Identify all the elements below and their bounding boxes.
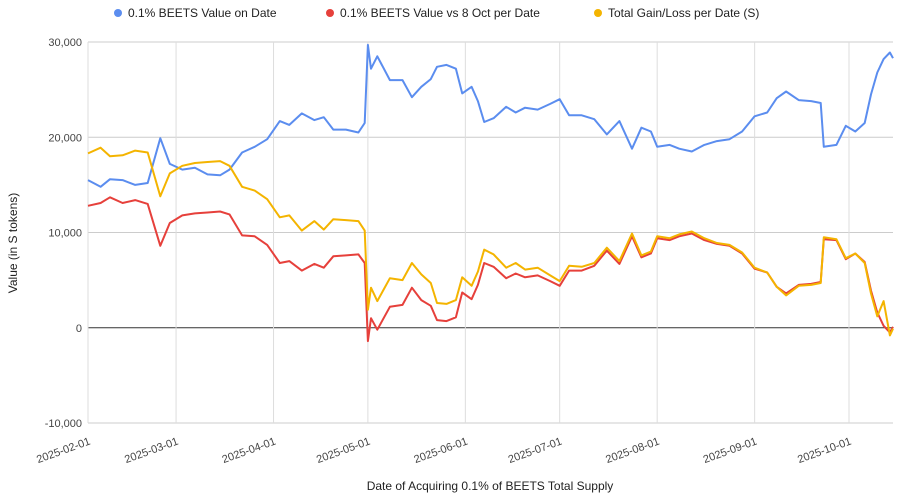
legend-swatch-2: [326, 9, 334, 17]
y-tick-label: 10,000: [48, 228, 82, 240]
x-tick-label: 2025-07-01: [507, 436, 564, 467]
x-tick-label: 2025-06-01: [412, 436, 469, 467]
legend-label-1: 0.1% BEETS Value on Date: [128, 6, 277, 20]
x-tick-label: 2025-04-01: [221, 436, 278, 467]
x-tick-label: 2025-02-01: [35, 436, 92, 467]
x-tick-label: 2025-08-01: [604, 436, 661, 467]
x-axis-ticks: 2025-02-01 2025-03-01 2025-04-01 2025-05-01…: [35, 436, 853, 467]
y-tick-label: 30,000: [48, 37, 82, 49]
y-tick-label: 20,000: [48, 132, 82, 144]
y-axis-title: Value (in S tokens): [6, 193, 20, 294]
legend: 0.1% BEETS Value on Date 0.1% BEETS Value…: [114, 6, 759, 20]
y-tick-label: -10,000: [45, 418, 82, 430]
series-lines: [87, 43, 894, 343]
legend-swatch-3: [594, 9, 602, 17]
legend-swatch-1: [114, 9, 122, 17]
x-tick-label: 2025-10-01: [796, 436, 853, 467]
series-line-3: [87, 146, 894, 337]
legend-label-3: Total Gain/Loss per Date (S): [608, 6, 759, 20]
x-axis-title: Date of Acquiring 0.1% of BEETS Total Su…: [367, 479, 614, 493]
legend-label-2: 0.1% BEETS Value vs 8 Oct per Date: [340, 6, 540, 20]
series-line-2: [87, 196, 894, 343]
x-tick-label: 2025-05-01: [315, 436, 372, 467]
x-tick-label: 2025-09-01: [702, 436, 759, 467]
gridlines: [87, 41, 893, 424]
y-tick-label: 0: [76, 323, 82, 335]
series-line-1: [87, 43, 894, 188]
y-axis-ticks: -10,000 0 10,000 20,000 30,000: [45, 37, 82, 430]
x-tick-label: 2025-03-01: [123, 436, 180, 467]
